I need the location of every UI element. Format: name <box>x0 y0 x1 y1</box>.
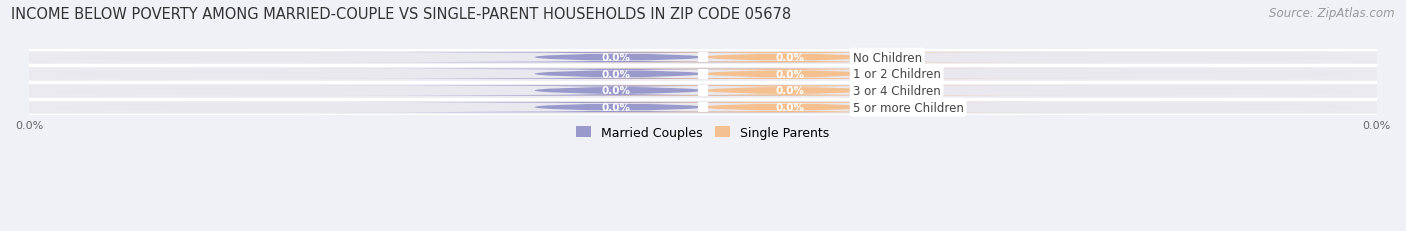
Bar <box>30 50 1376 66</box>
FancyBboxPatch shape <box>485 69 1090 80</box>
Text: INCOME BELOW POVERTY AMONG MARRIED-COUPLE VS SINGLE-PARENT HOUSEHOLDS IN ZIP COD: INCOME BELOW POVERTY AMONG MARRIED-COUPL… <box>11 7 792 22</box>
Text: 0.0%: 0.0% <box>602 103 630 113</box>
Text: No Children: No Children <box>853 52 922 64</box>
FancyBboxPatch shape <box>485 53 1090 63</box>
Text: 5 or more Children: 5 or more Children <box>853 101 963 114</box>
Text: 0.0%: 0.0% <box>776 86 804 96</box>
Text: 0.0%: 0.0% <box>602 70 630 79</box>
Legend: Married Couples, Single Parents: Married Couples, Single Parents <box>571 121 835 144</box>
Text: 3 or 4 Children: 3 or 4 Children <box>853 85 941 97</box>
FancyBboxPatch shape <box>316 86 921 96</box>
FancyBboxPatch shape <box>316 69 921 80</box>
Text: 1 or 2 Children: 1 or 2 Children <box>853 68 941 81</box>
Text: 0.0%: 0.0% <box>776 103 804 113</box>
FancyBboxPatch shape <box>53 53 1353 63</box>
FancyBboxPatch shape <box>316 103 921 113</box>
FancyBboxPatch shape <box>697 86 709 96</box>
FancyBboxPatch shape <box>485 103 1090 113</box>
FancyBboxPatch shape <box>485 86 1090 96</box>
Text: 0.0%: 0.0% <box>776 53 804 63</box>
FancyBboxPatch shape <box>316 53 921 63</box>
FancyBboxPatch shape <box>697 103 709 113</box>
Text: 0.0%: 0.0% <box>602 53 630 63</box>
Bar <box>30 66 1376 83</box>
Text: 0.0%: 0.0% <box>776 70 804 79</box>
Text: Source: ZipAtlas.com: Source: ZipAtlas.com <box>1270 7 1395 20</box>
FancyBboxPatch shape <box>53 86 1353 96</box>
FancyBboxPatch shape <box>697 53 709 63</box>
FancyBboxPatch shape <box>53 103 1353 113</box>
Bar <box>30 83 1376 99</box>
Bar <box>30 99 1376 116</box>
FancyBboxPatch shape <box>697 69 709 80</box>
Text: 0.0%: 0.0% <box>602 86 630 96</box>
FancyBboxPatch shape <box>53 69 1353 80</box>
